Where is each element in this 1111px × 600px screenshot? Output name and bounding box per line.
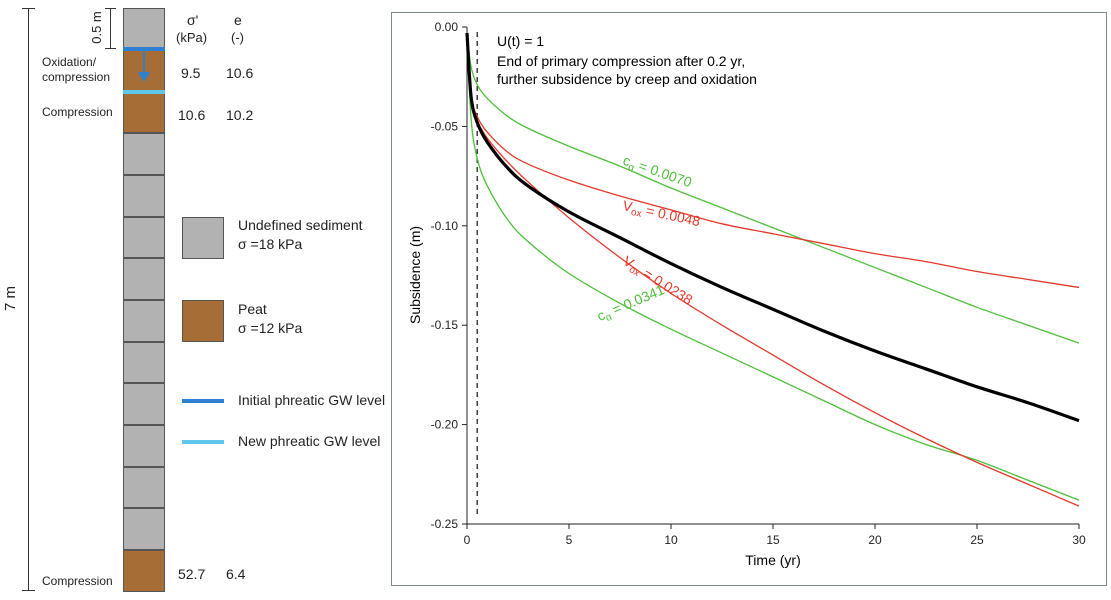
sigma-unit: (kPa) bbox=[176, 30, 208, 45]
y-tick-label: -0.05 bbox=[431, 119, 459, 133]
legend-peat-name: Peat bbox=[238, 301, 267, 317]
e-value: 10.6 bbox=[226, 65, 254, 81]
y-tick-label: 0.00 bbox=[435, 20, 459, 34]
gw-drop-arrow-icon bbox=[138, 50, 150, 82]
depth-bracket-bottom-cap bbox=[22, 590, 35, 591]
x-tick-label: 30 bbox=[1072, 533, 1086, 547]
x-tick-label: 20 bbox=[868, 533, 882, 547]
y-axis-label: Subsidence (m) bbox=[407, 226, 423, 324]
layer-label: compression bbox=[42, 70, 111, 84]
e-header: e bbox=[234, 12, 242, 28]
legend-initial-gw-swatch bbox=[182, 399, 224, 403]
annotation-line-1: U(t) = 1 bbox=[497, 33, 544, 49]
layer-label: Compression bbox=[42, 574, 113, 588]
chart-axes: 0 5 10 15 20 25 30 0.00 -0.05 -0.10 -0.15 -0.20 -0.2… bbox=[431, 20, 1086, 547]
layer-label: Oxidation/ bbox=[42, 55, 97, 69]
layer-sediment bbox=[123, 175, 165, 217]
series-line-vox_0048 bbox=[466, 32, 1080, 289]
series-line-ca_0070 bbox=[466, 32, 1080, 344]
e-value: 6.4 bbox=[226, 566, 246, 582]
layer-sediment bbox=[123, 508, 165, 550]
x-tick-label: 0 bbox=[464, 533, 471, 547]
x-tick-label: 5 bbox=[566, 533, 573, 547]
legend-peat-swatch bbox=[182, 300, 224, 342]
depth-bracket-line bbox=[28, 8, 29, 591]
y-tick-label: -0.15 bbox=[431, 318, 459, 332]
e-unit: (-) bbox=[231, 30, 244, 45]
layer-sediment bbox=[123, 300, 165, 342]
x-tick-label: 10 bbox=[664, 533, 678, 547]
layer-sediment bbox=[123, 8, 165, 50]
initial-gw-level-line bbox=[123, 47, 165, 51]
top-bracket-top-cap bbox=[105, 8, 116, 9]
depth-bracket-top-cap bbox=[22, 8, 35, 9]
sigma-header: σ' bbox=[187, 12, 199, 28]
legend-initial-gw-label: Initial phreatic GW level bbox=[238, 392, 386, 408]
top-bracket-bottom-cap bbox=[105, 48, 116, 49]
legend-sediment-sigma: σ =18 kPa bbox=[238, 236, 303, 252]
x-tick-label: 15 bbox=[766, 533, 780, 547]
new-gw-level-line bbox=[123, 90, 165, 94]
x-tick-label: 25 bbox=[970, 533, 984, 547]
legend-new-gw-label: New phreatic GW level bbox=[238, 433, 381, 449]
chart-series bbox=[465, 32, 1080, 507]
layer-sediment bbox=[123, 425, 165, 467]
e-value: 10.2 bbox=[226, 107, 254, 123]
layer-sediment bbox=[123, 133, 165, 175]
sigma-value: 9.5 bbox=[181, 65, 201, 81]
curve-label-ca_0341: cα = 0.0341 bbox=[595, 281, 668, 327]
top-bracket-line bbox=[110, 8, 111, 49]
sigma-value: 52.7 bbox=[178, 566, 206, 582]
layer-sediment bbox=[123, 258, 165, 300]
series-line-base bbox=[465, 32, 1080, 423]
y-tick-label: -0.25 bbox=[431, 517, 459, 531]
annotation-line-3: further subsidence by creep and oxidatio… bbox=[497, 71, 757, 87]
layer-sediment bbox=[123, 217, 165, 258]
x-axis-label: Time (yr) bbox=[745, 552, 800, 568]
layer-label: Compression bbox=[42, 105, 113, 119]
annotation-line-2: End of primary compression after 0.2 yr, bbox=[497, 53, 745, 69]
legend-sediment-swatch bbox=[182, 217, 224, 259]
legend-sediment-name: Undefined sediment bbox=[238, 217, 363, 233]
series-line-vox_0238 bbox=[466, 32, 1080, 507]
layer-sediment bbox=[123, 342, 165, 383]
curve-label-ca_0070: cα = 0.0070 bbox=[620, 152, 694, 193]
chart-frame bbox=[391, 12, 1107, 586]
y-tick-label: -0.10 bbox=[431, 219, 459, 233]
legend-peat-sigma: σ =12 kPa bbox=[238, 320, 303, 336]
legend-new-gw-swatch bbox=[182, 440, 224, 444]
sigma-value: 10.6 bbox=[178, 107, 206, 123]
layer-sediment bbox=[123, 383, 165, 425]
layer-peat bbox=[123, 550, 165, 592]
curve-label-vox_0048: Vox = 0.0048 bbox=[621, 197, 702, 232]
layer-sediment bbox=[123, 467, 165, 508]
series-line-ca_0341 bbox=[466, 32, 1080, 501]
y-tick-label: -0.20 bbox=[431, 418, 459, 432]
